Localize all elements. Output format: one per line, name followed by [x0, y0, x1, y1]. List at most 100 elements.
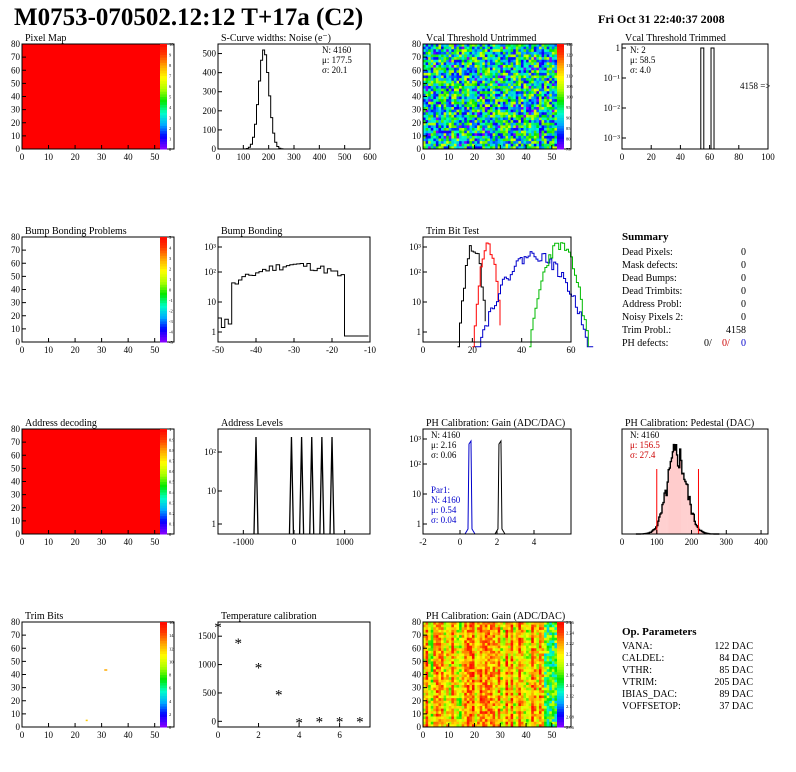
- ph-gain-map-cell: [448, 695, 452, 699]
- ph-gain-map-cell: [484, 658, 488, 662]
- vcal-untrimmed-cell: [546, 101, 550, 105]
- vcal-untrimmed-cell: [474, 112, 478, 116]
- ph-gain-map-cell: [495, 671, 499, 675]
- ph-gain-map-cell: [479, 666, 483, 670]
- ph-gain-map-cell: [528, 719, 532, 723]
- vcal-untrimmed-cell: [428, 67, 432, 71]
- ph-gain-map-cell: [531, 685, 535, 688]
- ph-gain-map-cell: [428, 650, 432, 654]
- pixel-map-palette-cell: [160, 91, 167, 95]
- ph-gain-map-cell: [510, 629, 514, 633]
- vcal-untrimmed-cell: [466, 107, 470, 110]
- vcal-untrimmed-cell: [510, 59, 514, 63]
- ph-gain-map-cell: [546, 643, 550, 646]
- trim-bit-test-series: [472, 242, 501, 348]
- ph-gain-map-cell: [461, 682, 465, 686]
- ph-gain-map-cell: [433, 711, 437, 715]
- ph-gain-map-cell: [471, 645, 475, 649]
- vcal-untrimmed-cell: [544, 107, 547, 110]
- vcal-untrimmed-cell: [451, 86, 455, 89]
- ph-gain-map-cell: [443, 682, 447, 686]
- ph-gain-map-cell: [526, 679, 529, 683]
- vcal-untrimmed-cell: [490, 62, 493, 66]
- vcal-untrimmed-cell: [464, 112, 468, 116]
- ph-gain-map-cell: [544, 685, 547, 688]
- vcal-untrimmed-cell: [520, 122, 524, 126]
- vcal-untrimmed-cell: [549, 51, 553, 55]
- ph-gain-map-cell: [497, 653, 501, 657]
- ph-gain-map-cell: [482, 627, 486, 631]
- vcal-untrimmed-cell: [515, 104, 519, 108]
- vcal-untrimmed-cell: [487, 130, 491, 134]
- vcal-untrimmed-cell: [520, 133, 524, 137]
- vcal-untrimmed-cell: [510, 117, 514, 121]
- vcal-untrimmed-cell: [490, 143, 493, 147]
- vcal-untrimmed-cell: [510, 130, 514, 134]
- vcal-untrimmed-cell: [554, 101, 558, 105]
- temperature-calibration-ytick-label: 500: [203, 688, 217, 698]
- vcal-untrimmed-cell: [435, 91, 439, 95]
- vcal-untrimmed-cell: [423, 91, 426, 95]
- vcal-untrimmed-cell: [487, 86, 491, 89]
- vcal-untrimmed-cell: [546, 72, 550, 76]
- ph-gain-map-cell: [502, 713, 506, 717]
- ph-gain-map-cell: [425, 711, 429, 715]
- vcal-untrimmed-cell: [482, 96, 486, 100]
- vcal-untrimmed-cell: [435, 70, 439, 74]
- vcal-untrimmed-cell: [510, 99, 514, 103]
- ph-gain-map-cell: [464, 622, 468, 625]
- ph-gain-map-cell: [466, 703, 470, 707]
- vcal-untrimmed-cell: [528, 86, 532, 89]
- ph-gain-map-cell: [538, 708, 542, 712]
- vcal-untrimmed-cell: [502, 104, 506, 108]
- vcal-untrimmed-cell: [435, 78, 439, 82]
- vcal-untrimmed-cell: [479, 65, 483, 68]
- bump-bonding-ytick-label: 10²: [204, 267, 216, 277]
- ph-gain-map-cell: [520, 645, 524, 649]
- vcal-untrimmed-cell: [459, 112, 462, 116]
- vcal-untrimmed-palette-cell: [557, 75, 564, 79]
- vcal-untrimmed-cell: [549, 78, 553, 82]
- ph-gain-map-palette-cell: [557, 666, 564, 670]
- vcal-untrimmed-cell: [433, 70, 437, 74]
- ph-gain-map-cell: [469, 640, 473, 644]
- vcal-untrimmed-cell: [461, 138, 465, 142]
- ph-gain-map-cell: [495, 645, 499, 649]
- vcal-untrimmed-cell: [423, 59, 426, 63]
- vcal-untrimmed-cell: [549, 72, 553, 76]
- vcal-untrimmed-cell: [523, 107, 527, 110]
- vcal-untrimmed-cell: [451, 83, 455, 87]
- ph-gain-map-cell: [487, 658, 491, 662]
- vcal-untrimmed-cell: [526, 62, 529, 66]
- vcal-untrimmed-cell: [510, 65, 514, 68]
- ph-gain-map-cell: [448, 674, 452, 678]
- trim-bits-palette-label: 0: [169, 725, 172, 730]
- ph-gain-map-cell: [544, 711, 547, 715]
- ph-gain-map-cell: [435, 656, 439, 660]
- ph-gain-map-cell: [541, 658, 545, 662]
- vcal-untrimmed-cell: [544, 78, 547, 82]
- address-decoding-palette-cell: [160, 431, 167, 435]
- vcal-untrimmed-ytick-label: 40: [412, 92, 422, 102]
- vcal-untrimmed-cell: [490, 135, 493, 139]
- ph-gain-map-cell: [469, 632, 473, 636]
- ph-gain-map-cell: [528, 635, 532, 639]
- ph-gain-map-cell: [435, 711, 439, 715]
- ph-gain-map-cell: [508, 721, 511, 725]
- ph-gain-map-cell: [500, 677, 504, 681]
- vcal-untrimmed-cell: [435, 117, 439, 121]
- vcal-untrimmed-cell: [541, 125, 545, 129]
- vcal-untrimmed-cell: [544, 114, 547, 118]
- pixel-map-xtick-label: 50: [150, 152, 160, 162]
- ph-gain-map-cell: [536, 635, 540, 639]
- scurve-noise-ytick-label: 500: [203, 49, 217, 59]
- vcal-untrimmed-cell: [502, 88, 506, 92]
- vcal-untrimmed-cell: [549, 44, 553, 47]
- ph-gain-map-cell: [528, 664, 532, 667]
- vcal-untrimmed-cell: [461, 65, 465, 68]
- vcal-untrimmed-cell: [461, 101, 465, 105]
- vcal-untrimmed-cell: [554, 65, 558, 68]
- trim-bits-palette-cell: [160, 622, 167, 626]
- ph-gain-map-cell: [551, 645, 555, 649]
